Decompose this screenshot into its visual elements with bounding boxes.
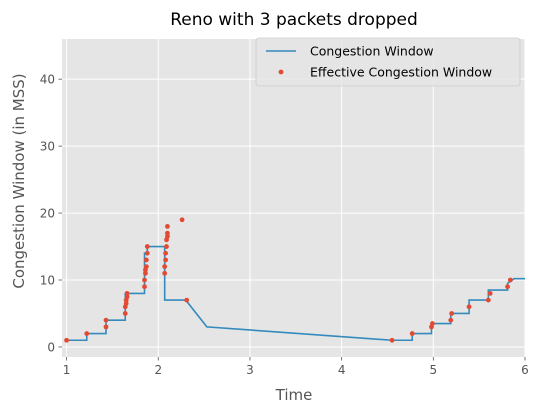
series-layer (64, 217, 525, 343)
legend-label-congestion-window: Congestion Window (310, 44, 434, 59)
effective-window-point (409, 331, 415, 336)
effective-window-point (165, 230, 170, 236)
plot-area (62, 39, 525, 357)
effective-window-point (164, 244, 169, 249)
x-tick-label: 6 (521, 363, 529, 377)
tick-labels: 1 2 3 4 5 6 0 10 20 30 40 (40, 72, 529, 377)
effective-window-point (389, 337, 395, 343)
effective-window-point (448, 317, 454, 323)
effective-window-point (84, 331, 90, 336)
effective-window-point (123, 301, 129, 306)
effective-window-point (163, 257, 169, 263)
x-tick-label: 3 (246, 363, 254, 377)
legend: Congestion Window Effective Congestion W… (255, 37, 521, 87)
effective-window-point (122, 311, 128, 316)
effective-window-point (165, 224, 170, 229)
effective-window-point (124, 291, 130, 296)
effective-window-point (179, 217, 185, 223)
effective-window-point (143, 264, 149, 270)
effective-window-point (485, 297, 491, 303)
legend-box (255, 37, 521, 87)
effective-window-point (165, 234, 170, 239)
y-tick-label: 40 (40, 72, 55, 86)
effective-window-point (162, 270, 168, 276)
effective-window-point (143, 270, 148, 276)
effective-window-point (184, 297, 190, 303)
x-tick-label: 2 (154, 363, 162, 377)
y-tick-label: 30 (40, 139, 55, 153)
effective-window-point (505, 284, 510, 290)
effective-window-point (430, 321, 435, 326)
legend-label-effective-congestion-window: Effective Congestion Window (310, 65, 492, 80)
effective-window-point (103, 317, 109, 323)
effective-window-point (142, 277, 147, 283)
y-tick-label: 20 (40, 206, 55, 220)
x-tick-label: 1 (63, 363, 71, 377)
x-tick-label: 5 (429, 363, 437, 377)
effective-window-point (103, 324, 109, 330)
x-tick-label: 4 (338, 363, 346, 377)
effective-window-point (142, 284, 147, 290)
effective-window-point (449, 311, 455, 316)
effective-window-point (143, 257, 149, 263)
x-axis-label: Time (275, 386, 313, 404)
y-tick-label: 10 (40, 273, 55, 287)
effective-window-point (507, 277, 513, 283)
effective-window-point (162, 264, 168, 270)
legend-marker-swatch (278, 69, 284, 75)
effective-window-point (64, 337, 69, 343)
y-tick-label: 0 (47, 340, 55, 354)
chart-title: Reno with 3 packets dropped (170, 10, 418, 30)
effective-window-point (124, 294, 130, 300)
effective-window-point (163, 250, 169, 256)
effective-window-point (144, 250, 150, 256)
effective-window-point (466, 304, 472, 310)
effective-window-point (144, 244, 150, 249)
effective-window-point (487, 291, 493, 296)
y-axis-label: Congestion Window (in MSS) (10, 73, 28, 288)
